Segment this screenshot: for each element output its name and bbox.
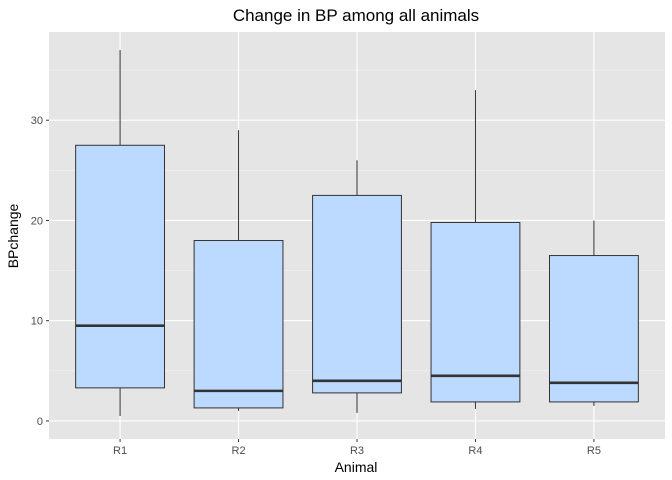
x-axis-title: Animal	[335, 459, 378, 475]
box-r5	[549, 220, 639, 406]
x-tick-label: R2	[232, 445, 246, 457]
y-axis-title: BPchange	[5, 203, 21, 268]
y-tick-label: 10	[31, 316, 43, 328]
x-tick-label: R4	[468, 445, 482, 457]
y-tick-label: 0	[37, 416, 43, 428]
box-body	[312, 194, 402, 394]
box-r1	[75, 50, 165, 416]
chart-title: Change in BP among all animals	[233, 6, 479, 25]
x-axis: R1 R2 R3 R4 R5	[113, 439, 601, 457]
y-axis: 0 10 20 30	[31, 115, 49, 428]
box-r4	[430, 90, 521, 409]
y-tick-label: 20	[31, 215, 43, 227]
x-tick-label: R5	[587, 445, 601, 457]
x-tick-label: R1	[113, 445, 127, 457]
box-series	[75, 50, 639, 416]
box-body	[549, 255, 639, 403]
x-tick-label: R3	[350, 445, 364, 457]
box-body	[75, 144, 165, 389]
box-body	[430, 221, 521, 403]
box-r3	[312, 160, 402, 413]
box-r2	[193, 130, 284, 411]
y-tick-label: 30	[31, 115, 43, 127]
box-body	[193, 240, 284, 409]
